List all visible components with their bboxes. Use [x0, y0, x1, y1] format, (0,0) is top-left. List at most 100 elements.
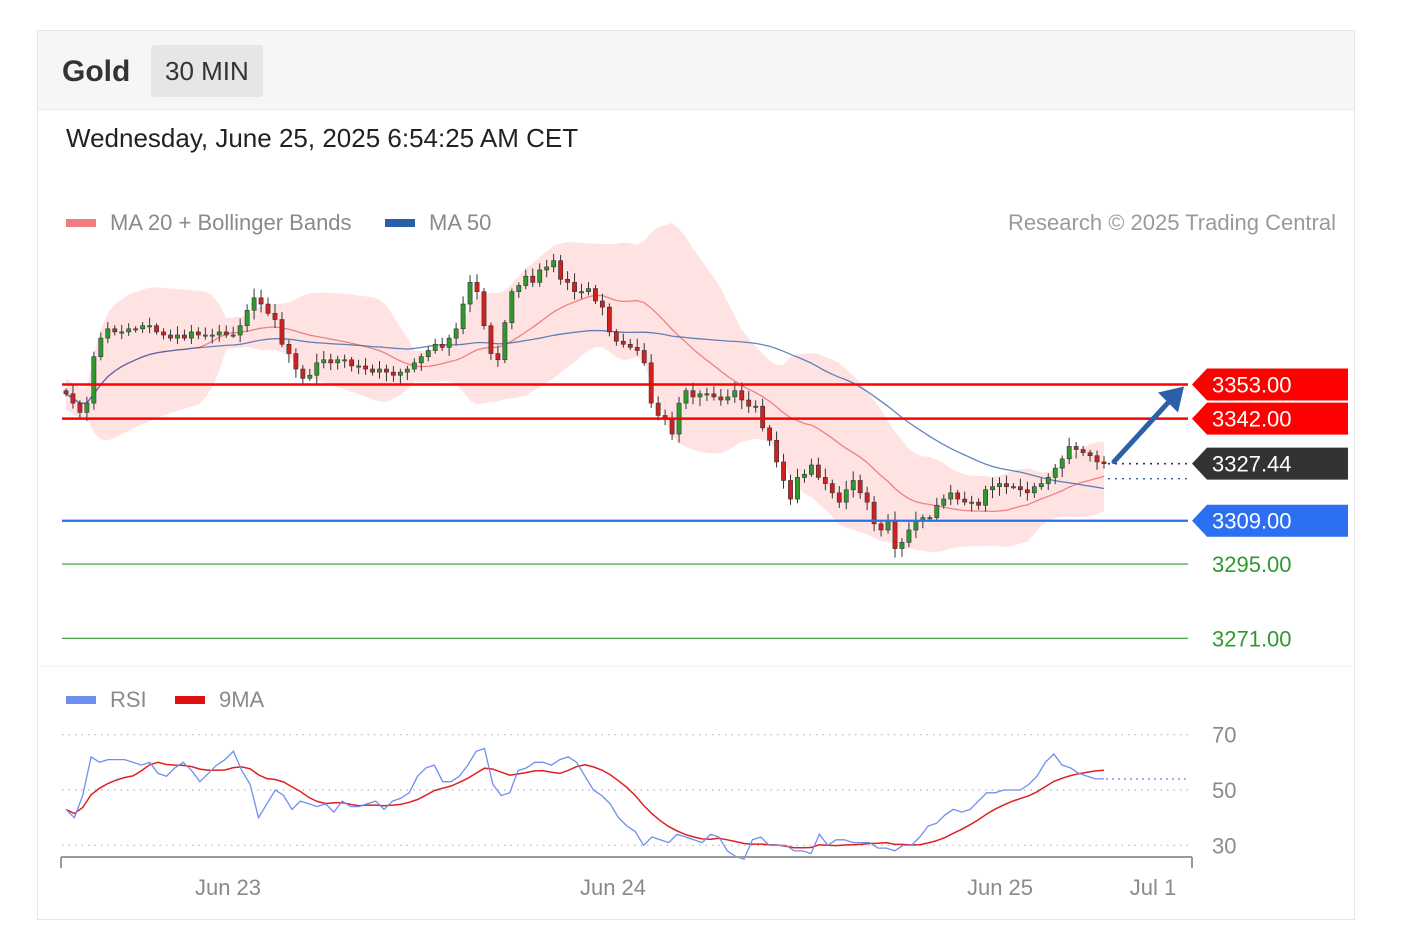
level-tag-resistance — [1192, 368, 1348, 401]
level-tag-last — [1192, 447, 1348, 480]
candle-body — [105, 328, 111, 339]
candle-body — [474, 282, 480, 292]
candle-body — [934, 504, 940, 518]
candle-body — [91, 356, 97, 404]
candle-body — [815, 464, 821, 478]
candle-body — [955, 492, 961, 500]
legend-ma20: MA 20 + Bollinger Bands — [66, 210, 352, 236]
candle-body — [404, 368, 410, 373]
candle-body — [850, 480, 856, 491]
candle-body — [328, 359, 334, 364]
candle-body — [634, 347, 640, 351]
candle-body — [969, 501, 975, 504]
candle-body — [885, 520, 891, 531]
candle-body — [1052, 467, 1058, 478]
candle-body — [140, 325, 146, 330]
candle-body — [739, 390, 745, 401]
candle-body — [293, 353, 299, 370]
candle-body — [927, 517, 933, 520]
candle-body — [962, 498, 968, 503]
candle-body — [795, 477, 800, 500]
candle-body — [432, 343, 438, 351]
candle-body — [551, 260, 557, 268]
candle-body — [523, 275, 529, 286]
candle-body — [384, 368, 389, 373]
legend-rsi-ma: 9MA — [175, 687, 264, 713]
candle-body — [70, 393, 76, 404]
candle-body — [126, 328, 132, 333]
candle-body — [272, 313, 278, 320]
candle-body — [209, 334, 215, 337]
candle-body — [377, 368, 382, 373]
candle-body — [753, 405, 759, 408]
candle-body — [230, 334, 236, 337]
candle-body — [446, 337, 452, 348]
legend-swatch-rsi-ma — [175, 696, 205, 704]
candle-body — [321, 359, 327, 364]
candle-body — [1045, 477, 1051, 484]
level-label-last: 3327.44 — [1212, 452, 1292, 477]
legend-swatch-ma20 — [66, 219, 96, 227]
candle-body — [307, 374, 313, 379]
candle-body — [175, 334, 180, 339]
candle-body — [460, 303, 466, 330]
candle-body — [495, 353, 501, 361]
chart-header: Gold 30 MIN — [38, 31, 1354, 110]
candle-body — [488, 325, 494, 354]
candle-body — [788, 480, 793, 500]
candle-body — [251, 297, 257, 311]
candle-body — [182, 334, 187, 339]
candle-body — [997, 483, 1002, 487]
candle-body — [286, 343, 292, 354]
candle-body — [1024, 489, 1030, 494]
candle-body — [906, 529, 912, 543]
candle-body — [565, 278, 570, 283]
candle-body — [613, 331, 619, 342]
candle-body — [864, 492, 870, 503]
candle-body — [342, 359, 348, 362]
candle-body — [802, 473, 807, 478]
candle-body — [913, 520, 919, 531]
x-tick-label: Jun 23 — [195, 875, 261, 900]
candle-body — [809, 464, 814, 475]
candle-body — [481, 291, 487, 327]
candle-body — [690, 390, 696, 398]
ma50-line — [65, 329, 1105, 490]
legend-label-ma20: MA 20 + Bollinger Bands — [110, 210, 352, 235]
legend-swatch-rsi — [66, 696, 96, 704]
level-tag-pivot — [1192, 504, 1348, 537]
candle-body — [411, 362, 417, 370]
rsi-tick-label: 50 — [1212, 778, 1236, 803]
level-label-support: 3271.00 — [1212, 626, 1292, 651]
candle-body — [258, 297, 264, 305]
candle-body — [1080, 449, 1086, 453]
candle-body — [892, 520, 898, 549]
rsi-tick-label: 30 — [1212, 833, 1236, 858]
candle-body — [63, 390, 69, 395]
candle-body — [857, 480, 863, 494]
candle-body — [976, 501, 982, 506]
candle-body — [84, 402, 90, 413]
timeframe-badge[interactable]: 30 MIN — [151, 45, 263, 97]
candle-body — [418, 356, 424, 364]
candle-body — [836, 492, 842, 503]
candle-body — [579, 291, 584, 294]
forecast-arrowhead — [1158, 386, 1184, 413]
rsi-ma-line — [65, 761, 1105, 849]
candle-body — [161, 331, 166, 336]
candle-body — [467, 282, 473, 305]
candle-body — [899, 542, 905, 549]
rsi-tick-label: 70 — [1212, 723, 1236, 748]
candle-body — [516, 285, 522, 292]
candle-body — [147, 325, 152, 328]
legend-label-rsi-ma: 9MA — [219, 687, 265, 712]
level-tag-resistance — [1192, 402, 1348, 435]
candle-body — [363, 365, 368, 370]
candle-body — [265, 303, 271, 314]
candle-body — [669, 418, 675, 435]
candle-body — [641, 350, 647, 364]
candle-body — [391, 371, 396, 376]
bollinger-band — [66, 222, 1104, 553]
candle-body — [1011, 486, 1016, 489]
